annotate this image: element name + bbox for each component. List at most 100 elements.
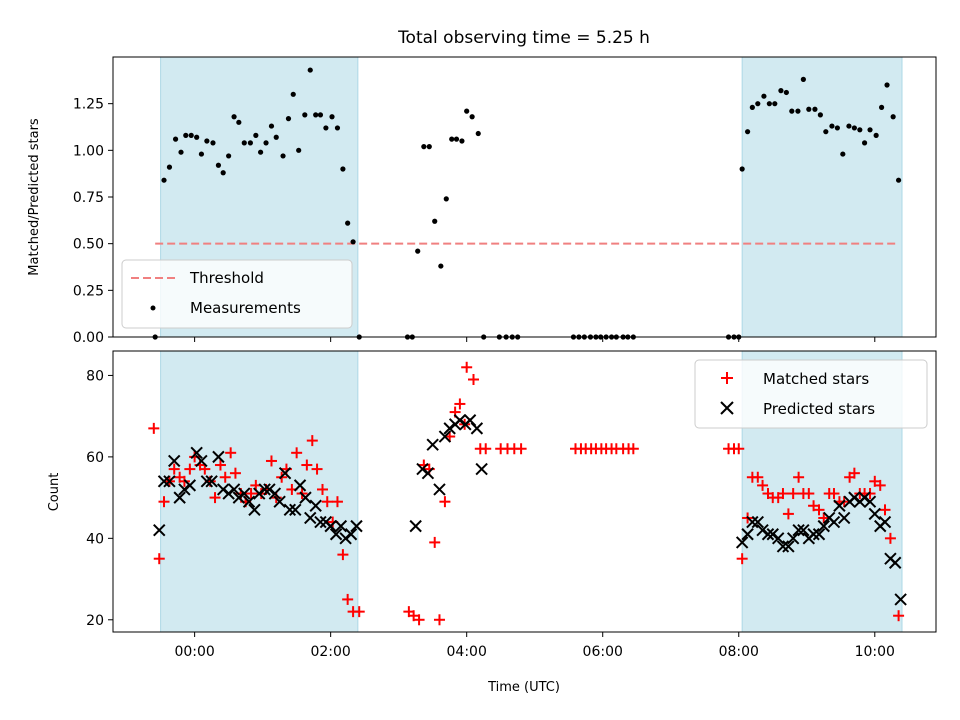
legend-measurements-label: Measurements [190,299,301,317]
top-x-ticks [194,337,876,342]
measurement-point [823,129,829,135]
measurement-point [415,248,421,254]
x-tick-label: 08:00 [719,644,759,660]
matched-star-point [467,374,479,386]
predicted-star-point [782,540,795,553]
predicted-star-b [289,503,302,517]
matched-star-point [818,512,830,524]
matched-star-point [733,443,745,455]
matched-star-point [777,488,789,500]
measurement-point [236,119,242,125]
measurement-point [350,239,356,245]
measurement-point [795,108,801,114]
predicted-star-b [309,499,322,512]
predicted-star-point [299,491,312,504]
measurement-point [475,130,481,137]
predicted-star-point [153,523,166,537]
measurement-point [761,93,767,99]
y-tick-label: 80 [86,368,104,384]
predicted-star-b [334,519,348,533]
measurement-point [812,106,818,112]
measurement-point [878,104,885,110]
measurement-point [247,140,253,146]
predicted-star-point [350,519,363,533]
measurement-point [178,149,184,155]
measurement-point [834,125,840,131]
y-tick-label: 60 [86,450,104,466]
matched-star-point [342,593,354,605]
measurement-point [302,112,308,118]
measurement-point [749,104,755,110]
predicted-star-point [334,519,348,533]
predicted-star-point [837,511,851,525]
measurement-point [851,125,857,131]
matched-star-point [291,447,303,459]
measurement-point [263,140,269,146]
measurement-point [840,151,846,157]
predicted-star-b [771,532,785,545]
predicted-star-b [293,479,307,492]
measurement-point [345,220,351,226]
matched-star-point [787,488,799,500]
predicted-star-point [163,475,176,488]
matched-star-point [413,614,425,626]
predicted-star-point [205,475,218,488]
predicted-star-point [289,503,302,517]
predicted-star-b [868,507,881,521]
matched-star-point [209,492,221,504]
measurement-point [257,149,264,155]
predicted-star-b [470,422,484,435]
predicted-star-point [751,515,765,529]
measurement-point [313,112,319,118]
predicted-star-b [792,523,805,537]
predicted-star-b [776,540,790,553]
measurement-point [857,127,863,133]
measurement-point [895,177,902,183]
measurement-point [268,123,275,129]
predicted-star-b [258,483,271,496]
predicted-star-point [741,528,754,541]
predicted-star-point [433,483,446,496]
matched-star-point [433,614,445,626]
measurement-point [285,116,292,122]
measurement-point [307,67,313,73]
matched-star-point [265,455,277,467]
predicted-star-point [258,483,271,496]
matched-star-point [306,435,318,447]
predicted-star-point [268,487,282,500]
predicted-star-point [409,519,422,533]
predicted-star-b [475,462,488,476]
matched-star-point [736,553,748,565]
measurement-point [739,166,745,172]
predicted-star-point [470,422,484,435]
measurement-point [198,151,205,157]
top-panel: 0.00 0.25 0.50 0.75 1.00 1.25 Total observing… [27,28,937,346]
matched-star-point [321,496,333,508]
predicted-star-point [888,556,902,569]
predicted-star-b [324,519,337,533]
matched-star-point [311,463,323,475]
legend-matched-label: Matched stars [763,370,869,388]
matched-star-point [219,471,231,483]
predicted-star-b [304,511,317,525]
predicted-star-b [329,528,343,541]
predicted-star-point [817,519,830,533]
predicted-star-b [863,495,877,508]
predicted-star-point [868,507,881,521]
predicted-star-b [278,466,292,480]
matched-star-point [148,422,160,434]
measurement-point [867,127,873,133]
matched-star-point [803,488,815,500]
matched-star-point [168,463,180,475]
top-y-axis-label: Matched/Predicted stars [27,118,42,276]
predicted-star-b [837,511,851,525]
matched-star-point [225,447,237,459]
measurement-point [188,132,194,138]
measurement-point [800,76,806,82]
predicted-star-point [807,528,820,541]
predicted-star-point [227,483,241,496]
x-tick-label: 04:00 [447,644,487,660]
matched-star-point [429,536,441,548]
predicted-star-b [735,536,749,549]
